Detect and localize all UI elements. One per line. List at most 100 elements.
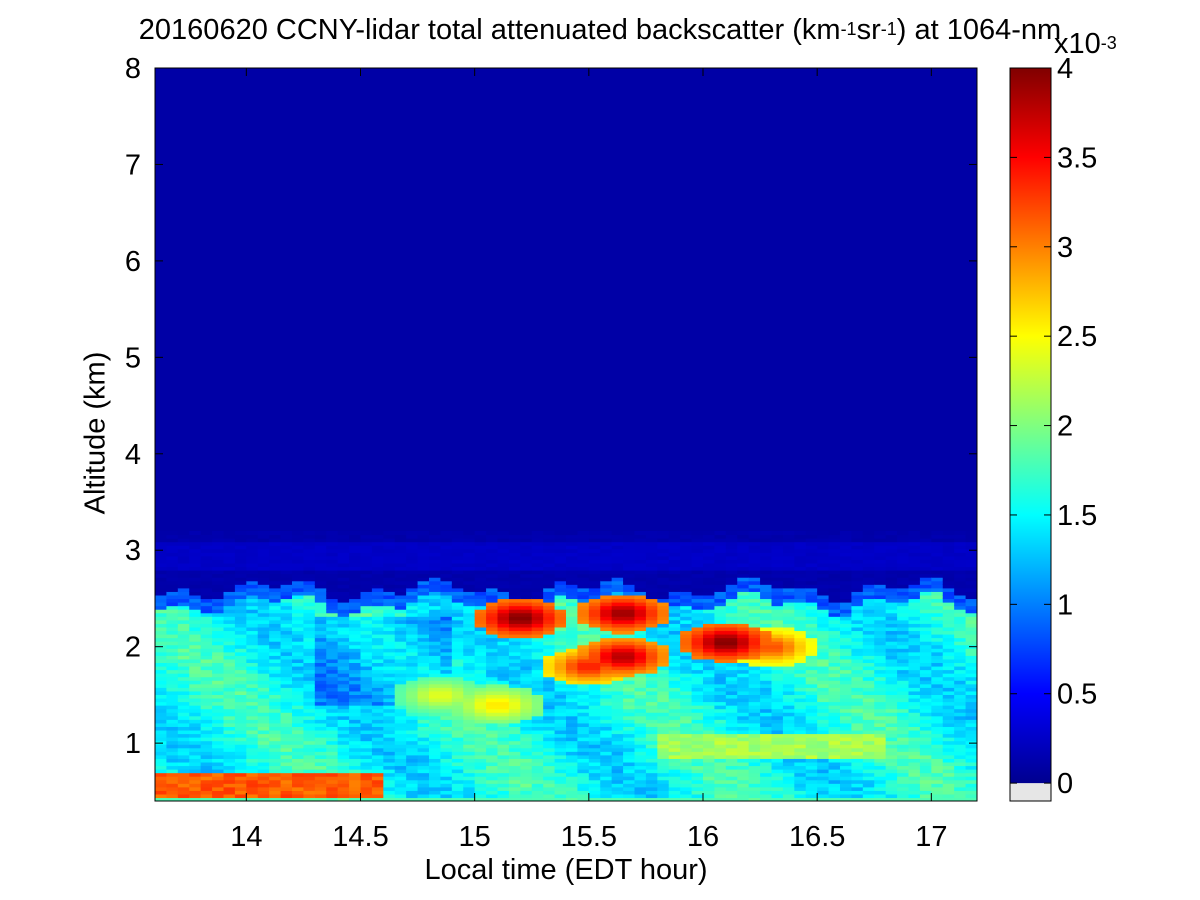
heatmap-cell bbox=[874, 637, 887, 642]
heatmap-cell bbox=[805, 708, 818, 713]
heatmap-cell bbox=[531, 786, 544, 791]
heatmap-cell bbox=[474, 793, 487, 799]
heatmap-cell bbox=[760, 793, 773, 799]
heatmap-cell bbox=[645, 690, 658, 696]
heatmap-cell bbox=[531, 694, 544, 699]
heatmap-cell bbox=[703, 655, 716, 660]
heatmap-cell bbox=[566, 555, 579, 560]
heatmap-cell bbox=[508, 733, 521, 738]
heatmap-cell bbox=[508, 765, 521, 770]
heatmap-cell bbox=[703, 651, 716, 656]
heatmap-cell bbox=[680, 694, 693, 699]
heatmap-cell bbox=[885, 680, 898, 685]
heatmap-cell bbox=[177, 772, 190, 777]
heatmap-cell bbox=[737, 697, 750, 703]
heatmap-cell bbox=[840, 598, 853, 603]
heatmap-cell bbox=[531, 697, 544, 703]
heatmap-cell bbox=[497, 584, 510, 589]
heatmap-cell bbox=[520, 598, 533, 603]
heatmap-cell bbox=[828, 541, 841, 546]
heatmap-cell bbox=[680, 676, 693, 681]
heatmap-cell bbox=[543, 683, 556, 688]
heatmap-cell bbox=[486, 644, 499, 649]
heatmap-cell bbox=[805, 715, 818, 720]
heatmap-cell bbox=[497, 570, 510, 575]
heatmap-cell bbox=[223, 790, 236, 795]
heatmap-cell bbox=[280, 751, 293, 756]
heatmap-cell bbox=[474, 538, 487, 543]
heatmap-cell bbox=[155, 573, 168, 578]
heatmap-cell bbox=[200, 534, 213, 539]
heatmap-cell bbox=[828, 626, 841, 632]
heatmap-cell bbox=[349, 680, 362, 685]
heatmap-cell bbox=[543, 797, 556, 801]
heatmap-cell bbox=[326, 669, 339, 674]
heatmap-cell bbox=[223, 570, 236, 575]
heatmap-cell bbox=[862, 744, 875, 749]
heatmap-cell bbox=[725, 559, 738, 564]
heatmap-cell bbox=[349, 715, 362, 720]
heatmap-cell bbox=[314, 630, 327, 635]
heatmap-cell bbox=[234, 687, 247, 692]
heatmap-cell bbox=[246, 687, 259, 692]
heatmap-cell bbox=[862, 793, 875, 799]
heatmap-cell bbox=[703, 637, 716, 642]
heatmap-cell bbox=[897, 626, 910, 632]
heatmap-cell bbox=[714, 566, 727, 571]
heatmap-cell bbox=[782, 761, 795, 767]
heatmap-cell bbox=[577, 623, 590, 628]
heatmap-cell bbox=[360, 616, 373, 621]
heatmap-cell bbox=[714, 783, 727, 788]
heatmap-cell bbox=[257, 797, 270, 801]
heatmap-cell bbox=[691, 651, 704, 656]
heatmap-cell bbox=[760, 630, 773, 635]
heatmap-cell bbox=[794, 658, 807, 664]
heatmap-cell bbox=[600, 609, 613, 614]
heatmap-cell bbox=[714, 591, 727, 596]
heatmap-cell bbox=[189, 676, 202, 681]
heatmap-cell bbox=[588, 776, 601, 781]
heatmap-cell bbox=[314, 744, 327, 749]
heatmap-cell bbox=[394, 637, 407, 642]
heatmap-cell bbox=[714, 708, 727, 713]
heatmap-cell bbox=[406, 765, 419, 770]
heatmap-cell bbox=[566, 626, 579, 632]
heatmap-cell bbox=[497, 694, 510, 699]
heatmap-cell bbox=[748, 619, 761, 624]
heatmap-cell bbox=[566, 712, 579, 717]
heatmap-cell bbox=[520, 612, 533, 617]
heatmap-cell bbox=[760, 690, 773, 696]
heatmap-cell bbox=[429, 662, 442, 667]
heatmap-cell bbox=[383, 577, 396, 582]
heatmap-cell bbox=[828, 708, 841, 713]
heatmap-cell bbox=[748, 591, 761, 596]
heatmap-cell bbox=[668, 705, 681, 710]
heatmap-cell bbox=[326, 630, 339, 635]
heatmap-cell bbox=[269, 616, 282, 621]
heatmap-cell bbox=[566, 669, 579, 674]
heatmap-cell bbox=[554, 609, 567, 614]
heatmap-cell bbox=[600, 754, 613, 759]
heatmap-cell bbox=[566, 754, 579, 759]
heatmap-cell bbox=[360, 676, 373, 681]
heatmap-cell bbox=[691, 619, 704, 624]
heatmap-cell bbox=[349, 562, 362, 568]
heatmap-cell bbox=[782, 694, 795, 699]
heatmap-cell bbox=[269, 697, 282, 703]
heatmap-cell bbox=[817, 637, 830, 642]
heatmap-cell bbox=[577, 577, 590, 582]
heatmap-cell bbox=[383, 772, 396, 777]
heatmap-cell bbox=[394, 609, 407, 614]
heatmap-cell bbox=[828, 705, 841, 710]
heatmap-cell bbox=[531, 591, 544, 596]
heatmap-cell bbox=[166, 566, 179, 571]
heatmap-cell bbox=[486, 726, 499, 731]
heatmap-cell bbox=[543, 694, 556, 699]
heatmap-cell bbox=[828, 740, 841, 745]
heatmap-cell bbox=[234, 705, 247, 710]
heatmap-cell bbox=[703, 687, 716, 692]
heatmap-cell bbox=[600, 577, 613, 582]
heatmap-cell bbox=[691, 737, 704, 742]
heatmap-cell bbox=[189, 548, 202, 553]
heatmap-cell bbox=[680, 758, 693, 763]
